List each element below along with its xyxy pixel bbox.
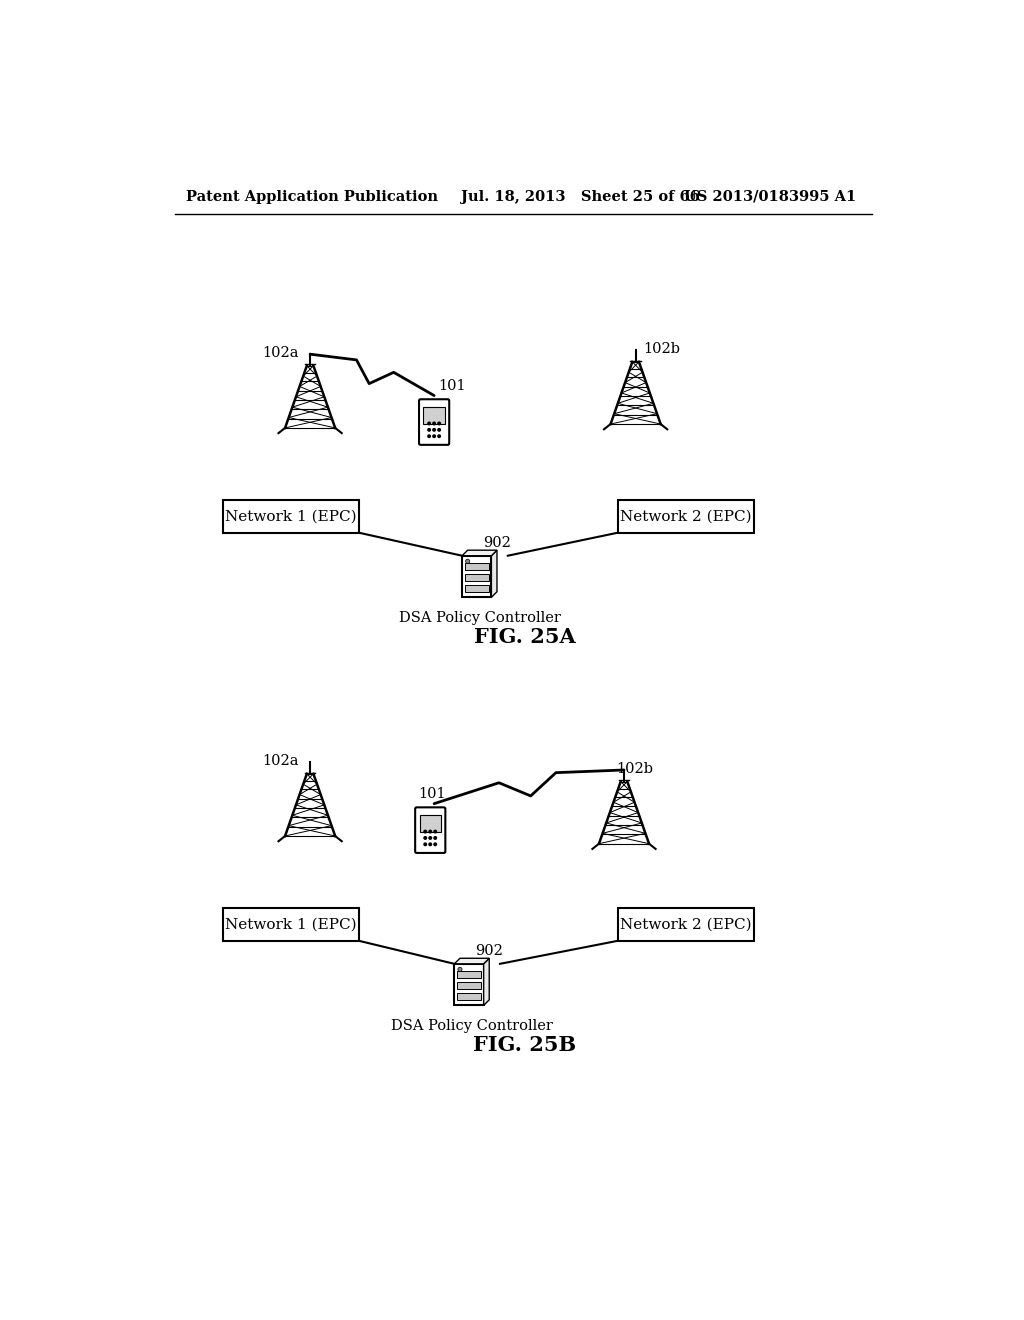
Circle shape xyxy=(428,436,430,437)
Circle shape xyxy=(438,429,440,432)
Circle shape xyxy=(429,843,431,846)
Text: DSA Policy Controller: DSA Policy Controller xyxy=(399,611,561,626)
Text: 902: 902 xyxy=(483,536,511,549)
FancyBboxPatch shape xyxy=(415,808,445,853)
Circle shape xyxy=(438,422,440,425)
Circle shape xyxy=(433,422,435,425)
Bar xyxy=(618,908,754,941)
Circle shape xyxy=(458,968,462,972)
Circle shape xyxy=(424,837,427,840)
Bar xyxy=(457,970,481,978)
Text: 102b: 102b xyxy=(643,342,680,356)
Bar xyxy=(465,562,488,570)
Circle shape xyxy=(466,560,470,564)
Circle shape xyxy=(428,422,430,425)
Circle shape xyxy=(424,830,427,833)
Bar xyxy=(223,908,358,941)
Bar xyxy=(223,500,358,533)
Text: FIG. 25B: FIG. 25B xyxy=(473,1035,577,1056)
Circle shape xyxy=(429,830,431,833)
Circle shape xyxy=(429,837,431,840)
Polygon shape xyxy=(492,550,497,598)
Text: Network 2 (EPC): Network 2 (EPC) xyxy=(621,917,752,932)
Circle shape xyxy=(434,843,436,846)
Text: Network 2 (EPC): Network 2 (EPC) xyxy=(621,510,752,524)
Text: 101: 101 xyxy=(419,787,446,801)
Text: Patent Application Publication: Patent Application Publication xyxy=(186,190,438,203)
Circle shape xyxy=(428,429,430,432)
Bar xyxy=(465,585,488,591)
Text: Network 1 (EPC): Network 1 (EPC) xyxy=(225,917,356,932)
Polygon shape xyxy=(483,958,489,1006)
Polygon shape xyxy=(462,550,497,556)
Text: Jul. 18, 2013   Sheet 25 of 66: Jul. 18, 2013 Sheet 25 of 66 xyxy=(461,190,700,203)
Text: Network 1 (EPC): Network 1 (EPC) xyxy=(225,510,356,524)
Circle shape xyxy=(424,843,427,846)
Text: US 2013/0183995 A1: US 2013/0183995 A1 xyxy=(684,190,856,203)
Bar xyxy=(618,500,754,533)
Circle shape xyxy=(434,830,436,833)
Text: FIG. 25A: FIG. 25A xyxy=(474,627,575,647)
Bar xyxy=(457,982,481,989)
Bar xyxy=(455,964,483,1006)
Text: 902: 902 xyxy=(475,944,503,958)
Bar xyxy=(420,816,441,833)
Bar xyxy=(424,407,444,424)
FancyBboxPatch shape xyxy=(419,399,450,445)
Text: 102a: 102a xyxy=(262,754,299,768)
Circle shape xyxy=(438,436,440,437)
Text: 101: 101 xyxy=(438,379,466,393)
Text: DSA Policy Controller: DSA Policy Controller xyxy=(391,1019,553,1034)
Circle shape xyxy=(434,837,436,840)
Bar xyxy=(465,574,488,581)
Bar xyxy=(457,993,481,999)
Bar xyxy=(462,556,492,598)
Circle shape xyxy=(433,429,435,432)
Polygon shape xyxy=(455,958,489,964)
Text: 102a: 102a xyxy=(262,346,299,360)
Circle shape xyxy=(433,436,435,437)
Text: 102b: 102b xyxy=(616,762,653,776)
